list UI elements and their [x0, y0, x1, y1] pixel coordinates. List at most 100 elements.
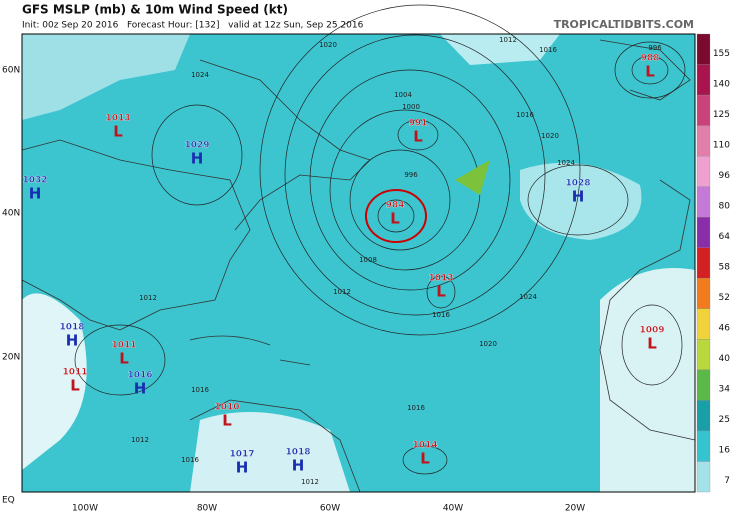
isobar-label: 996 — [404, 171, 418, 179]
center-value: 1013 — [105, 114, 130, 124]
ocean-wind-field — [22, 34, 695, 492]
title: GFS MSLP (mb) & 10m Wind Speed (kt) — [22, 3, 288, 17]
colorbar-segment — [696, 155, 711, 187]
center-letter: H — [572, 188, 585, 206]
colorbar-tick-label: 125 — [713, 110, 730, 120]
lon-label: 40W — [443, 504, 463, 514]
land-africa — [600, 268, 695, 492]
isobar-label: 1016 — [191, 386, 209, 394]
colorbar-segment — [696, 400, 711, 432]
center-letter: L — [390, 210, 400, 228]
center-letter: L — [119, 350, 129, 368]
coastline — [189, 335, 311, 366]
map-area — [21, 4, 696, 493]
isobar-label: 1004 — [394, 91, 412, 99]
lon-label: 80W — [197, 504, 217, 514]
coastline — [21, 139, 251, 331]
colorbar-tick-label: 25 — [719, 415, 730, 425]
center-letter: L — [413, 128, 423, 146]
center-value: 1017 — [229, 450, 254, 460]
colorbar-tick-label: 64 — [719, 232, 731, 242]
lon-label: 60W — [320, 504, 340, 514]
colorbar-tick-label: 52 — [719, 293, 730, 303]
center-value: 1028 — [565, 179, 590, 189]
weak-wind-area — [520, 162, 642, 240]
lat-label: 60N — [2, 66, 20, 76]
colorbar-segment — [696, 247, 711, 279]
isobar-label: 1024 — [191, 71, 209, 79]
isobar-label: 1016 — [181, 456, 199, 464]
colorbar-tick-label: 155 — [713, 49, 730, 59]
center-letter: H — [191, 150, 204, 168]
center-value: 988 — [641, 54, 660, 64]
site-label: TROPICALTIDBITS.COM — [554, 18, 694, 31]
isobar-label: 1016 — [539, 46, 557, 54]
isobar-label: 996 — [648, 44, 662, 52]
center-letter: L — [420, 450, 430, 468]
colorbar-tick-label: 40 — [719, 354, 731, 364]
center-letter: H — [134, 380, 147, 398]
isobar-label: 1012 — [139, 294, 157, 302]
center-letter: H — [66, 332, 79, 350]
coastline — [599, 179, 696, 441]
colorbar-tick-label: 96 — [719, 171, 731, 181]
center-value: 1014 — [412, 441, 437, 451]
center-value: 1009 — [639, 326, 664, 336]
lat-label: 40N — [2, 209, 20, 219]
colorbar-tick-label: 58 — [719, 263, 731, 273]
lon-label: 20W — [565, 504, 585, 514]
colorbar-segment — [696, 217, 711, 248]
isobar-label: 1020 — [479, 340, 497, 348]
center-value: 1018 — [285, 448, 310, 458]
coastline — [189, 399, 361, 493]
colorbar-tick-label: 140 — [713, 79, 730, 89]
center-letter: H — [236, 459, 249, 477]
colorbar-segment — [696, 33, 711, 65]
colorbar-segment — [696, 430, 711, 462]
center-letter: L — [436, 283, 446, 301]
subtitle: Init: 00z Sep 20 2016 Forecast Hour: [13… — [22, 21, 364, 31]
wind-max-area — [455, 160, 490, 195]
lat-label: EQ — [2, 496, 15, 506]
center-letter: H — [292, 457, 305, 475]
weak-wind-area — [440, 34, 560, 65]
isobar-label: 1012 — [499, 36, 517, 44]
isobars — [74, 4, 686, 475]
isobar-label: 1012 — [333, 288, 351, 296]
colorbar-segment — [696, 308, 711, 340]
isobar-label: 1008 — [359, 256, 377, 264]
colorbar-segment — [696, 369, 711, 401]
center-value: 1018 — [59, 323, 84, 333]
map-frame — [21, 33, 696, 493]
weak-wind-area — [22, 293, 87, 470]
center-letter: L — [222, 412, 232, 430]
weak-wind-area — [22, 34, 190, 120]
isobar-label: 1024 — [557, 159, 575, 167]
isobar-label: 1016 — [516, 111, 534, 119]
center-letter: H — [29, 185, 42, 203]
colorbar-tick-label: 16 — [719, 446, 731, 456]
isobar-label: 1016 — [407, 404, 425, 412]
center-letter: L — [113, 123, 123, 141]
center-value: 1013 — [428, 274, 453, 284]
center-value: 1029 — [184, 141, 209, 151]
center-value: 991 — [409, 119, 428, 129]
isobar-label: 1012 — [301, 478, 319, 486]
isobar-label: 1020 — [541, 132, 559, 140]
isobar-label: 1012 — [131, 436, 149, 444]
colorbar-tick-label: 46 — [719, 324, 731, 334]
colorbar-segment — [696, 125, 711, 157]
colorbar-segment — [696, 94, 711, 126]
center-value: 1011 — [62, 368, 87, 378]
center-letter: L — [645, 63, 655, 81]
colorbar-segment — [696, 64, 711, 96]
colorbar-segment — [696, 186, 711, 218]
isobar-label: 1016 — [432, 311, 450, 319]
center-letter: L — [647, 335, 657, 353]
colorbar-segment — [696, 339, 711, 371]
colorbar-segment — [696, 278, 711, 309]
isobar-label: 1020 — [319, 41, 337, 49]
center-value: 1011 — [111, 341, 136, 351]
lat-label: 20N — [2, 353, 20, 363]
